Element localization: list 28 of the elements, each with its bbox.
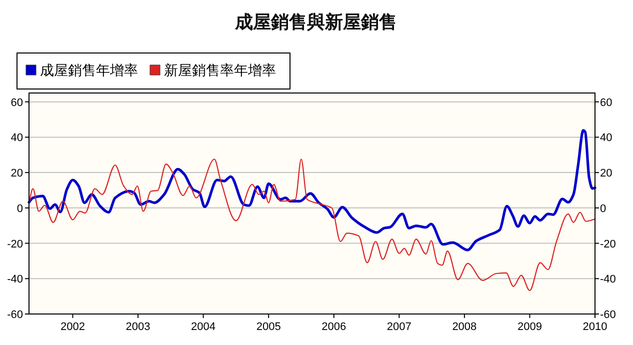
y2-tick-label: 0 xyxy=(600,202,606,215)
x-tick-label: 2004 xyxy=(191,321,216,333)
x-tick-label: 2002 xyxy=(60,321,85,333)
line-series xyxy=(28,158,596,292)
x-tick-label: 2010 xyxy=(582,321,608,333)
y-tick-label: -40 xyxy=(7,274,23,286)
legend-label: 成屋銷售年增率 xyxy=(40,62,138,78)
y-tick-label: 0 xyxy=(16,202,23,215)
line-series xyxy=(28,129,596,252)
x-tick-label: 2005 xyxy=(256,321,281,333)
chart-title: 成屋銷售與新屋銷售 xyxy=(234,12,397,32)
y-tick-label: -20 xyxy=(7,238,23,250)
y-tick-label: -60 xyxy=(7,309,23,321)
y-tick-label: 40 xyxy=(10,132,23,144)
y-tick-label: 20 xyxy=(10,168,23,180)
y2-tick-label: 60 xyxy=(600,96,612,109)
x-tick-label: 2007 xyxy=(386,321,412,333)
y2-tick-label: 40 xyxy=(600,132,612,144)
y2-tick-label: -60 xyxy=(600,309,616,321)
y2-tick-label: -20 xyxy=(600,238,616,250)
y2-tick-label: -40 xyxy=(600,274,616,286)
x-tick-label: 2009 xyxy=(517,321,542,333)
legend-label: 新屋銷售率年增率 xyxy=(164,62,276,78)
x-tick-label: 2008 xyxy=(452,321,477,333)
x-tick-label: 2006 xyxy=(322,321,346,333)
x-tick-label: 2003 xyxy=(126,321,150,333)
y2-tick-label: 20 xyxy=(600,168,612,180)
y-tick-label: 60 xyxy=(10,96,23,109)
